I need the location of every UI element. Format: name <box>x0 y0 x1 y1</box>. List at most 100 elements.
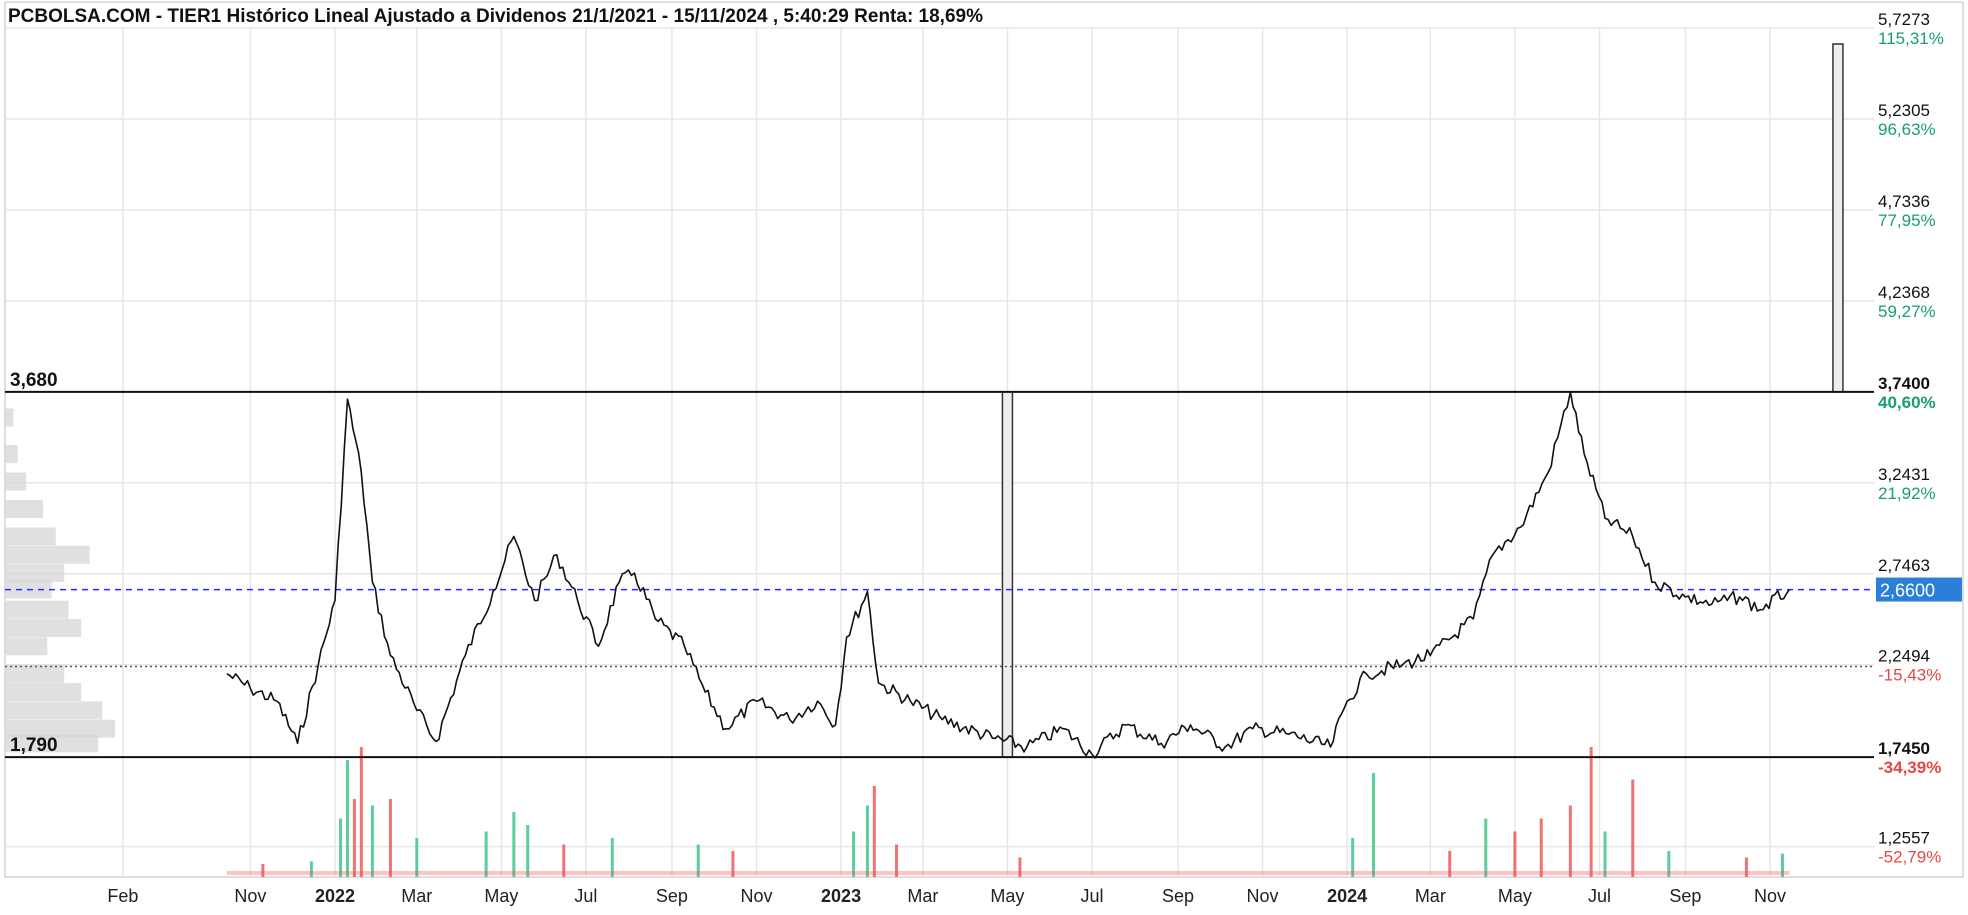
y-tick-pct: 77,95% <box>1878 211 1936 230</box>
level-lines: 3,680 1,790 2,6600 <box>5 370 1962 759</box>
x-tick-label: Jul <box>574 886 597 906</box>
chart-frame <box>4 1 1964 878</box>
y-tick-pct: -52,79% <box>1878 848 1941 867</box>
y-tick-pct: 21,92% <box>1878 484 1936 503</box>
x-tick-label: Jul <box>1588 886 1611 906</box>
x-tick-label: Sep <box>656 886 688 906</box>
x-tick-label: 2023 <box>821 886 861 906</box>
volume-profile-bar <box>5 527 56 546</box>
x-tick-label: Mar <box>907 886 938 906</box>
high-level-label: 3,680 <box>10 370 58 391</box>
volume-bar <box>1667 851 1671 877</box>
volume-bar <box>526 825 530 877</box>
volume-bar <box>1603 831 1607 877</box>
x-tick-label: Mar <box>1415 886 1446 906</box>
x-tick-label: Feb <box>107 886 138 906</box>
x-tick-label: 2022 <box>315 886 355 906</box>
volume-bar <box>1589 747 1593 877</box>
volume-profile-bar <box>5 445 18 464</box>
volume-profile-bar <box>5 500 44 519</box>
volume-bar <box>696 844 700 877</box>
volume-bar <box>512 812 516 877</box>
y-tick-price: 5,2305 <box>1878 101 1930 120</box>
volume-bar <box>261 864 265 877</box>
volume-profile-bar <box>5 564 65 583</box>
volume-bar <box>309 861 313 877</box>
volume-profile-bar <box>5 683 82 702</box>
grid <box>4 1 1964 878</box>
volume-bar <box>484 831 488 877</box>
volume-bar <box>352 799 356 877</box>
volume-bar <box>1513 831 1517 877</box>
y-tick-price: 3,2431 <box>1878 465 1930 484</box>
range-bars <box>1001 43 1844 758</box>
volume-profile-bar <box>5 664 65 683</box>
volume-bar <box>610 838 614 877</box>
volume-bar <box>370 805 374 877</box>
volume-bar <box>731 851 735 877</box>
x-tick-label: Nov <box>740 886 772 906</box>
y-tick-pct: 115,31% <box>1878 29 1944 48</box>
volume-profile-bar <box>5 719 115 738</box>
y-tick-price: 4,2368 <box>1878 283 1930 302</box>
volume-bar <box>1539 818 1543 877</box>
current-price-badge <box>1876 577 1962 602</box>
y-tick-pct: 59,27% <box>1878 302 1936 321</box>
volume-profile <box>5 408 115 753</box>
volume-profile-bar <box>5 545 90 564</box>
volume-bars <box>226 747 1790 877</box>
x-axis: Feb Nov 2022 Mar May Jul Sep Nov 2023 Mar May Jul Se… <box>107 886 1786 906</box>
price-line <box>226 391 1791 759</box>
y-tick-price: 1,7450 <box>1878 739 1930 758</box>
volume-bar <box>1780 853 1784 877</box>
y-tick-price: 5,7273 <box>1878 10 1930 29</box>
price-series <box>226 391 1791 759</box>
volume-profile-bar <box>5 734 99 753</box>
volume-bar <box>865 805 869 877</box>
y-tick-price: 2,2494 <box>1878 647 1930 666</box>
y-tick-price: 2,7463 <box>1878 556 1930 575</box>
x-tick-label: Mar <box>401 886 432 906</box>
x-tick-label: Nov <box>1754 886 1786 906</box>
y-tick-pct: -15,43% <box>1878 666 1941 685</box>
y-tick-price: 4,7336 <box>1878 192 1930 211</box>
volume-bar <box>852 831 856 877</box>
x-tick-label: Nov <box>1247 886 1279 906</box>
volume-profile-bar <box>5 619 82 638</box>
volume-bar <box>895 844 899 877</box>
x-tick-label: Nov <box>234 886 266 906</box>
range-bar <box>1832 43 1844 393</box>
volume-bar <box>1568 805 1572 877</box>
volume-profile-bar <box>5 701 103 720</box>
volume-profile-bar <box>5 600 69 619</box>
y-tick-price: 3,7400 <box>1878 374 1930 393</box>
x-tick-label: Sep <box>1669 886 1701 906</box>
volume-bar <box>1631 779 1635 877</box>
y-tick-pct: 96,63% <box>1878 120 1936 139</box>
volume-bar <box>1018 857 1022 877</box>
chart-title: PCBOLSA.COM - TIER1 Histórico Lineal Aju… <box>8 6 983 27</box>
volume-bar <box>388 799 392 877</box>
x-tick-label: 2024 <box>1327 886 1367 906</box>
y-tick-pct: -34,39% <box>1878 758 1941 777</box>
x-tick-label: May <box>484 886 518 906</box>
volume-bar <box>872 786 876 877</box>
volume-bar <box>415 838 419 877</box>
volume-bar <box>359 747 363 877</box>
volume-bar <box>1371 773 1375 877</box>
x-tick-label: May <box>990 886 1024 906</box>
volume-bar <box>1744 857 1748 877</box>
volume-bar <box>345 760 349 877</box>
x-tick-label: May <box>1498 886 1532 906</box>
x-tick-label: Sep <box>1162 886 1194 906</box>
volume-bar <box>562 844 566 877</box>
volume-bar <box>1448 851 1452 877</box>
volume-bar <box>339 818 343 877</box>
volume-profile-bar <box>5 637 48 656</box>
range-bar <box>1001 391 1014 758</box>
volume-profile-bar <box>5 472 27 491</box>
low-level-label: 1,790 <box>10 735 58 756</box>
volume-bar <box>1484 818 1488 877</box>
